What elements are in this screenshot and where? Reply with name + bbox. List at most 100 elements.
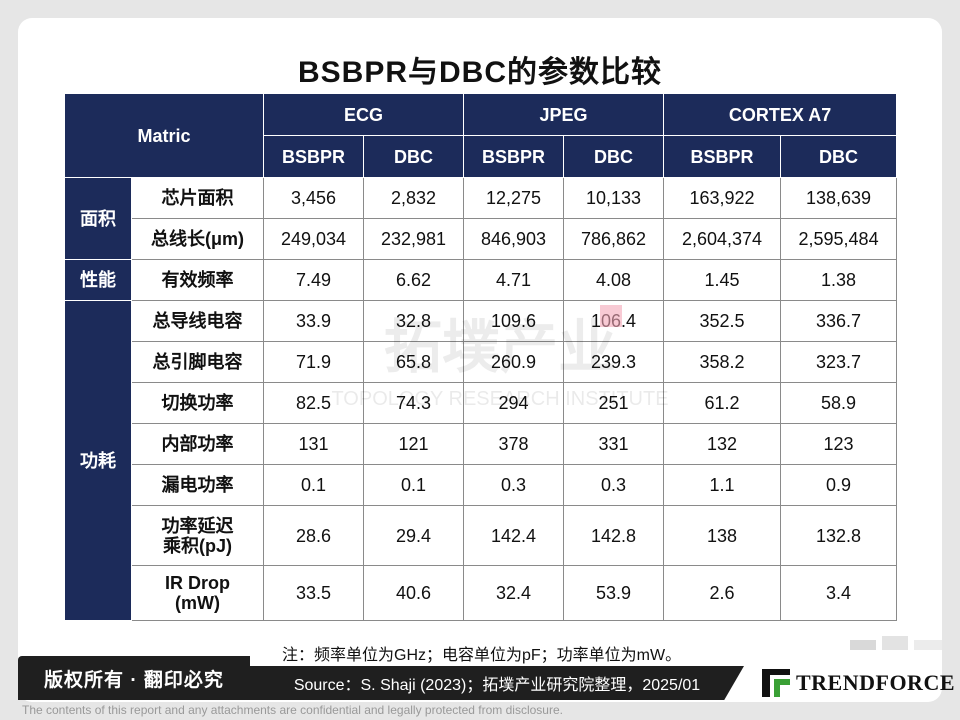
- metric-label-line: (mW): [175, 593, 220, 613]
- table-cell: 3,456: [263, 177, 365, 219]
- table-row: 功耗 总导线电容 33.9 32.8 109.6 106.4 352.5 336…: [64, 300, 898, 621]
- table-cell: 40.6: [363, 565, 465, 621]
- page-title: BSBPR与DBC的参数比较: [297, 56, 662, 89]
- table-cell: 32.4: [463, 565, 565, 621]
- table-cell: 4.71: [463, 259, 565, 301]
- table-cell: 82.5: [263, 382, 365, 424]
- table-cell: 0.3: [563, 464, 665, 506]
- table-row: 功率延迟 乘积(pJ) 28.6 29.4 142.4 142.8 138 13…: [65, 505, 898, 566]
- table-cell: 232,981: [363, 218, 465, 260]
- table-cell: 33.5: [263, 565, 365, 621]
- table-cell: 106.4: [563, 300, 665, 342]
- disclaimer: The contents of this report and any atta…: [22, 703, 563, 717]
- table-cell: 53.9: [563, 565, 665, 621]
- metric-label: IR Drop (mW): [130, 565, 265, 621]
- copyright-banner: 版权所有 · 翻印必究: [18, 656, 250, 700]
- header-sub: DBC: [563, 135, 665, 178]
- table-cell: 12,275: [463, 177, 565, 219]
- table-cell: 3.4: [780, 565, 898, 621]
- table-row: 面积 芯片面积 3,456 2,832 12,275 10,133 163,92…: [64, 177, 898, 260]
- table-cell: 28.6: [263, 505, 365, 566]
- table-cell: 123: [780, 423, 898, 465]
- table-cell: 138: [663, 505, 782, 566]
- table-cell: 7.49: [263, 259, 365, 301]
- table-cell: 29.4: [363, 505, 465, 566]
- table-cell: 131: [263, 423, 365, 465]
- metric-label: 芯片面积: [130, 177, 265, 219]
- table-cell: 4.08: [563, 259, 665, 301]
- header-sub: BSBPR: [463, 135, 565, 178]
- table-row: 内部功率 131 121 378 331 132 123: [65, 423, 898, 465]
- header-sub: DBC: [780, 135, 898, 178]
- table-cell: 0.1: [363, 464, 465, 506]
- table-cell: 2.6: [663, 565, 782, 621]
- table-cell: 260.9: [463, 341, 565, 383]
- metric-label: 总引脚电容: [130, 341, 265, 383]
- comparison-table: Matric ECG JPEG CORTEX A7 BSBPR DBC BSBP…: [63, 93, 898, 621]
- trendforce-logo: TRENDFORCE: [762, 668, 955, 698]
- header-group-ecg: ECG: [263, 93, 465, 136]
- metric-label: 内部功率: [130, 423, 265, 465]
- table-cell: 1.45: [663, 259, 782, 301]
- header-group-jpeg: JPEG: [463, 93, 665, 136]
- table-row: 切换功率 82.5 74.3 294 251 61.2 58.9: [65, 382, 898, 424]
- metric-label: 总线长(μm): [130, 218, 265, 260]
- table-cell: 0.1: [263, 464, 365, 506]
- table-cell: 251: [563, 382, 665, 424]
- table-row: IR Drop (mW) 33.5 40.6 32.4 53.9 2.6 3.4: [65, 565, 898, 621]
- deco-bar: [882, 636, 908, 650]
- table-row: 总引脚电容 71.9 65.8 260.9 239.3 358.2 323.7: [65, 341, 898, 383]
- header-matric: Matric: [63, 93, 265, 178]
- table-cell: 132: [663, 423, 782, 465]
- metric-label-line: 功率延迟: [161, 515, 234, 536]
- category-area: 面积: [64, 177, 132, 260]
- table-cell: 331: [563, 423, 665, 465]
- table-cell: 1.1: [663, 464, 782, 506]
- source-banner: Source：S. Shaji (2023)；拓墣产业研究院整理，2025/01: [250, 666, 744, 700]
- table-cell: 132.8: [780, 505, 898, 566]
- table-cell: 1.38: [780, 259, 898, 301]
- table-cell: 142.4: [463, 505, 565, 566]
- table-cell: 294: [463, 382, 565, 424]
- table-cell: 358.2: [663, 341, 782, 383]
- table-cell: 249,034: [263, 218, 365, 260]
- table-cell: 61.2: [663, 382, 782, 424]
- table-cell: 71.9: [263, 341, 365, 383]
- table-cell: 0.3: [463, 464, 565, 506]
- header-sub: DBC: [363, 135, 465, 178]
- trendforce-logo-text: TRENDFORCE: [796, 670, 956, 695]
- table-cell: 58.9: [780, 382, 898, 424]
- footnote: 注：频率单位为GHz；电容单位为pF；功率单位为mW。: [282, 647, 682, 664]
- table-cell: 2,595,484: [780, 218, 898, 260]
- trendforce-logo-icon: [762, 669, 790, 697]
- header-group-cortex: CORTEX A7: [663, 93, 898, 136]
- table-cell: 352.5: [663, 300, 782, 342]
- metric-label: 漏电功率: [130, 464, 265, 506]
- category-perf: 性能: [64, 259, 132, 301]
- table-cell: 846,903: [463, 218, 565, 260]
- table-cell: 65.8: [363, 341, 465, 383]
- table-cell: 32.8: [363, 300, 465, 342]
- footer-deco-bars: [850, 636, 942, 650]
- category-power: 功耗: [64, 300, 132, 621]
- table-cell: 142.8: [563, 505, 665, 566]
- metric-label: 总导线电容: [130, 300, 265, 342]
- deco-bar: [914, 640, 942, 650]
- table-cell: 109.6: [463, 300, 565, 342]
- table-row: 总线长(μm) 249,034 232,981 846,903 786,862 …: [65, 218, 898, 260]
- table-cell: 378: [463, 423, 565, 465]
- table-cell: 74.3: [363, 382, 465, 424]
- table-row: 漏电功率 0.1 0.1 0.3 0.3 1.1 0.9: [65, 464, 898, 506]
- table-cell: 10,133: [563, 177, 665, 219]
- table-cell: 163,922: [663, 177, 782, 219]
- table-cell: 786,862: [563, 218, 665, 260]
- table-cell: 2,604,374: [663, 218, 782, 260]
- deco-bar: [850, 640, 876, 650]
- table-row: 性能 有效频率 7.49 6.62 4.71 4.08 1.45 1.38: [64, 259, 898, 301]
- header-sub: BSBPR: [663, 135, 782, 178]
- table-cell: 0.9: [780, 464, 898, 506]
- table-cell: 138,639: [780, 177, 898, 219]
- metric-label: 功率延迟 乘积(pJ): [130, 505, 265, 566]
- metric-label: 有效频率: [130, 259, 265, 301]
- metric-label-line: IR Drop: [165, 573, 230, 593]
